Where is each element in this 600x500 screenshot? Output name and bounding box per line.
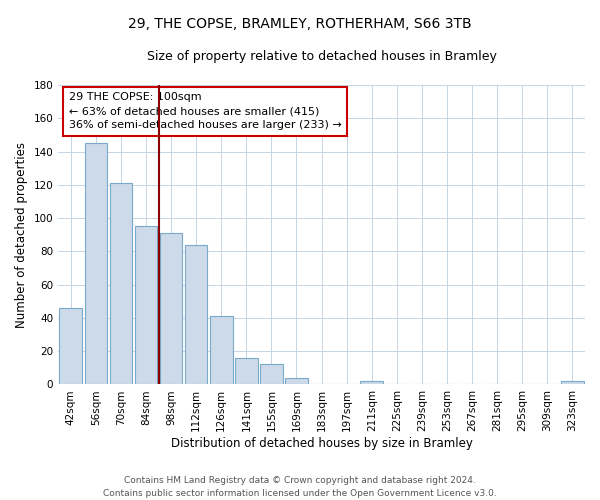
Bar [85,143,107,384]
Bar [110,183,132,384]
Y-axis label: Number of detached properties: Number of detached properties [15,142,28,328]
X-axis label: Distribution of detached houses by size in Bramley: Distribution of detached houses by size … [170,437,473,450]
Text: 29, THE COPSE, BRAMLEY, ROTHERHAM, S66 3TB: 29, THE COPSE, BRAMLEY, ROTHERHAM, S66 3… [128,18,472,32]
Bar [185,244,208,384]
Bar [235,358,257,384]
Text: 29 THE COPSE: 100sqm
← 63% of detached houses are smaller (415)
36% of semi-deta: 29 THE COPSE: 100sqm ← 63% of detached h… [69,92,341,130]
Bar [361,381,383,384]
Text: Contains HM Land Registry data © Crown copyright and database right 2024.
Contai: Contains HM Land Registry data © Crown c… [103,476,497,498]
Bar [59,308,82,384]
Bar [285,378,308,384]
Bar [134,226,157,384]
Bar [210,316,233,384]
Title: Size of property relative to detached houses in Bramley: Size of property relative to detached ho… [146,50,497,63]
Bar [260,364,283,384]
Bar [561,381,584,384]
Bar [160,233,182,384]
